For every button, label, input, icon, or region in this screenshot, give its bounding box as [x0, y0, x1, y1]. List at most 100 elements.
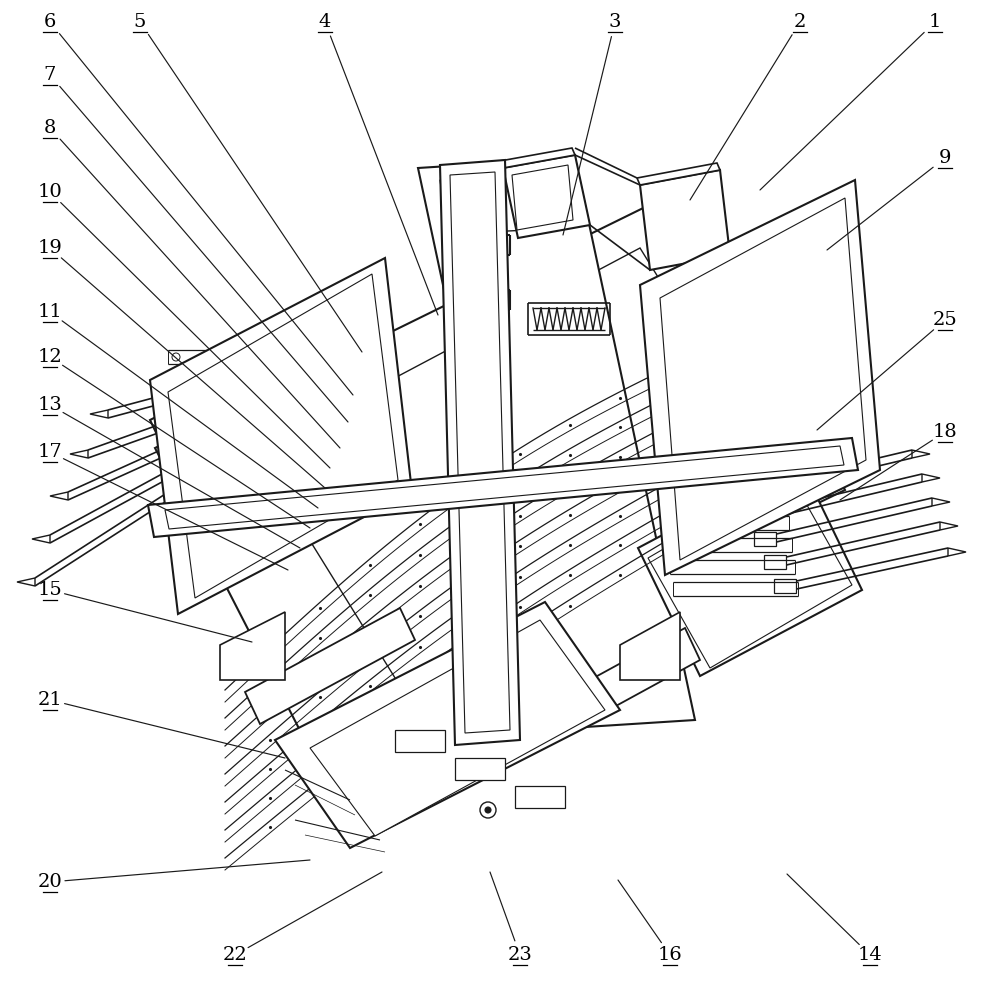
- Polygon shape: [214, 457, 240, 471]
- Polygon shape: [395, 730, 445, 752]
- Polygon shape: [638, 462, 862, 676]
- Polygon shape: [165, 446, 844, 529]
- Text: 10: 10: [37, 183, 62, 201]
- Circle shape: [195, 526, 204, 534]
- Circle shape: [195, 506, 204, 514]
- Polygon shape: [932, 498, 950, 506]
- Polygon shape: [744, 509, 766, 523]
- Polygon shape: [764, 555, 786, 569]
- Circle shape: [480, 802, 496, 818]
- Circle shape: [771, 475, 779, 483]
- Circle shape: [668, 276, 676, 284]
- Polygon shape: [640, 180, 880, 575]
- Polygon shape: [150, 337, 378, 551]
- Polygon shape: [912, 450, 930, 458]
- Circle shape: [420, 775, 426, 781]
- Polygon shape: [275, 602, 620, 848]
- Circle shape: [485, 807, 491, 813]
- Polygon shape: [637, 163, 720, 185]
- Text: 25: 25: [933, 311, 957, 329]
- Circle shape: [184, 441, 192, 449]
- Circle shape: [631, 595, 641, 604]
- Circle shape: [175, 375, 183, 383]
- Polygon shape: [70, 450, 88, 458]
- Circle shape: [530, 254, 538, 262]
- Polygon shape: [418, 158, 695, 730]
- Polygon shape: [155, 185, 845, 750]
- Text: 18: 18: [933, 423, 957, 441]
- Text: 9: 9: [939, 149, 951, 167]
- Polygon shape: [455, 758, 505, 780]
- Polygon shape: [32, 535, 50, 543]
- Circle shape: [181, 419, 189, 427]
- Circle shape: [415, 770, 431, 786]
- Circle shape: [190, 494, 199, 504]
- Text: 1: 1: [929, 13, 942, 31]
- Circle shape: [178, 397, 186, 405]
- Text: 2: 2: [794, 13, 807, 31]
- Polygon shape: [220, 612, 285, 680]
- Text: 7: 7: [43, 66, 56, 84]
- Text: 15: 15: [37, 581, 62, 599]
- Polygon shape: [440, 174, 568, 234]
- Polygon shape: [734, 485, 756, 499]
- Circle shape: [493, 639, 511, 657]
- Circle shape: [487, 717, 493, 723]
- Text: 5: 5: [134, 13, 146, 31]
- Polygon shape: [620, 612, 680, 680]
- Circle shape: [172, 353, 180, 361]
- Circle shape: [777, 519, 785, 527]
- Polygon shape: [648, 475, 852, 668]
- Circle shape: [190, 473, 199, 482]
- Polygon shape: [90, 410, 108, 418]
- Circle shape: [786, 585, 794, 593]
- Text: 17: 17: [37, 443, 62, 461]
- Polygon shape: [150, 258, 412, 614]
- Text: 22: 22: [223, 946, 247, 964]
- Polygon shape: [168, 274, 398, 598]
- Text: 21: 21: [37, 691, 62, 709]
- Text: 6: 6: [43, 13, 56, 31]
- Circle shape: [190, 450, 199, 460]
- Circle shape: [636, 624, 645, 633]
- Polygon shape: [940, 522, 958, 530]
- Polygon shape: [754, 532, 776, 546]
- Polygon shape: [774, 579, 796, 593]
- Polygon shape: [390, 618, 555, 732]
- Polygon shape: [450, 172, 510, 733]
- Circle shape: [631, 576, 641, 584]
- Text: 4: 4: [318, 13, 331, 31]
- Circle shape: [471, 609, 489, 627]
- Polygon shape: [162, 355, 362, 548]
- Polygon shape: [922, 474, 940, 482]
- Text: 13: 13: [37, 396, 62, 414]
- Circle shape: [780, 541, 788, 549]
- Circle shape: [661, 266, 669, 274]
- Polygon shape: [245, 608, 415, 724]
- Circle shape: [636, 605, 645, 614]
- Text: 14: 14: [858, 946, 882, 964]
- Text: 23: 23: [508, 946, 532, 964]
- Polygon shape: [500, 148, 575, 168]
- Circle shape: [631, 556, 641, 564]
- Text: 12: 12: [37, 348, 62, 366]
- Polygon shape: [640, 170, 730, 270]
- Circle shape: [499, 645, 505, 651]
- Polygon shape: [255, 248, 790, 694]
- Polygon shape: [948, 548, 966, 556]
- Polygon shape: [440, 160, 520, 745]
- Text: 19: 19: [37, 239, 62, 257]
- Circle shape: [783, 563, 791, 571]
- Polygon shape: [17, 578, 35, 586]
- Polygon shape: [512, 165, 573, 230]
- Circle shape: [523, 244, 531, 252]
- Polygon shape: [310, 620, 605, 836]
- Polygon shape: [50, 492, 68, 500]
- Circle shape: [481, 711, 499, 729]
- Polygon shape: [515, 786, 565, 808]
- Polygon shape: [148, 438, 858, 537]
- Circle shape: [477, 615, 483, 621]
- Polygon shape: [660, 198, 866, 560]
- Circle shape: [187, 463, 195, 471]
- Polygon shape: [244, 390, 270, 404]
